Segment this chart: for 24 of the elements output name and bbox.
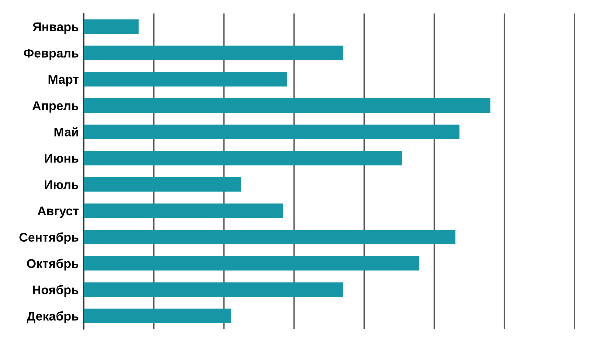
y-tick-label: Декабрь [26,312,79,324]
y-tick-label: Июль [44,180,79,190]
y-tick-label: Февраль [24,49,79,60]
bar [84,204,284,218]
y-tick-label: Август [38,206,79,218]
bar [84,282,344,298]
y-tick-label: Ноябрь [33,285,79,298]
bar [84,124,460,140]
bar [84,46,344,60]
y-tick-label: Март [48,75,79,87]
y-tick-label: Июнь [45,154,79,164]
y-tick-label: Октябрь [27,258,79,271]
bar [84,151,402,166]
bar [84,308,232,324]
y-tick-label: Январь [33,22,79,34]
y-tick-label: Май [54,127,78,137]
y-tick-label: Апрель [32,102,79,113]
bar [84,72,288,87]
bar [84,256,420,271]
bar [84,230,456,244]
y-tick-label: Сентябрь [20,232,79,244]
bar [84,20,139,34]
bar [84,177,242,192]
bar [84,98,491,113]
